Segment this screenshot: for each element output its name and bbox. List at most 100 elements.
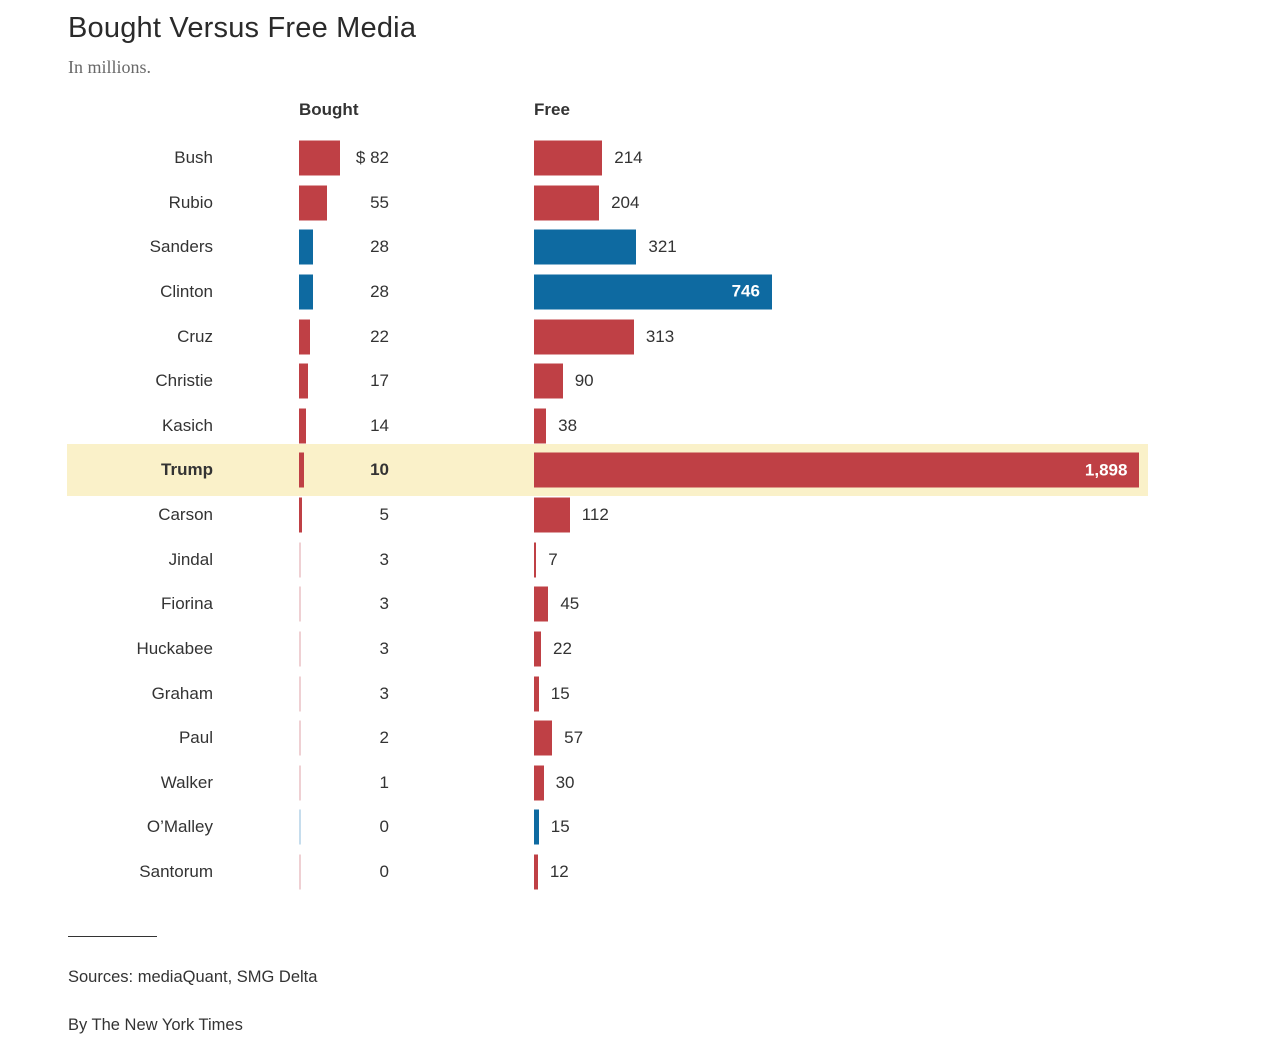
candidate-label: O’Malley xyxy=(146,817,213,837)
free-value-label-inside: 746 xyxy=(731,281,760,301)
bought-bar xyxy=(299,185,327,221)
bought-value-label: 0 xyxy=(379,817,389,837)
bought-bar xyxy=(299,319,310,354)
bought-value-label: 3 xyxy=(379,683,389,703)
chart-row: Christie 17 90 xyxy=(0,359,1288,404)
chart-row: Walker 1 30 xyxy=(0,760,1288,805)
bought-bar xyxy=(299,452,304,488)
bought-bar-track xyxy=(299,542,389,578)
chart-subtitle: In millions. xyxy=(68,57,152,77)
bought-value-label: 3 xyxy=(379,638,389,658)
free-value-label: 15 xyxy=(550,817,570,837)
free-bar xyxy=(534,676,539,711)
bought-baseline-tick xyxy=(299,586,301,622)
chart-row: O’Malley 0 15 xyxy=(0,805,1288,850)
bought-value-label: 10 xyxy=(370,460,389,480)
chart-row: Bush $ 82 214 xyxy=(0,136,1288,181)
free-bar-track xyxy=(534,542,1154,578)
bought-bar-track xyxy=(299,586,389,622)
bought-bar-track xyxy=(299,497,389,533)
free-bar-track xyxy=(534,809,1154,845)
candidate-label: Christie xyxy=(155,371,213,391)
bought-bar xyxy=(299,497,302,533)
bought-value-label: 5 xyxy=(379,505,389,524)
bought-bar xyxy=(299,363,308,399)
bought-bar-track xyxy=(299,765,389,801)
chart-row: Cruz 22 313 xyxy=(0,314,1288,359)
free-value-label: 15 xyxy=(550,683,570,703)
free-bar-track xyxy=(534,720,1154,756)
free-bar-track xyxy=(534,854,1154,890)
bought-baseline-tick xyxy=(299,854,301,890)
bought-value-label: 22 xyxy=(370,326,389,346)
candidate-label: Fiorina xyxy=(161,594,213,614)
chart-row: Kasich 14 38 xyxy=(0,403,1288,448)
free-bar-track xyxy=(534,765,1154,801)
free-bar-track xyxy=(534,631,1154,667)
free-value-label: 112 xyxy=(581,505,609,524)
chart-row: Jindal 3 7 xyxy=(0,537,1288,582)
bought-baseline-tick xyxy=(299,676,301,711)
free-bar-track: 1,898 xyxy=(534,452,1154,488)
free-bar xyxy=(534,185,600,221)
free-value-label: 321 xyxy=(648,237,677,257)
bought-bar-track xyxy=(299,809,389,845)
bought-bar xyxy=(299,274,313,310)
bought-value-label: $ 82 xyxy=(355,148,389,167)
bought-bar-track xyxy=(299,452,389,488)
bought-bar-track xyxy=(299,319,389,354)
sources-text: Sources: mediaQuant, SMG Delta xyxy=(68,968,318,986)
free-bar-track xyxy=(534,676,1154,711)
bought-bar-track xyxy=(299,185,389,221)
bought-value-label: 2 xyxy=(379,728,389,748)
free-value-label: 45 xyxy=(560,594,580,614)
free-value-label-inside: 1,898 xyxy=(1084,460,1128,480)
bought-baseline-tick xyxy=(299,809,301,845)
free-value-label: 7 xyxy=(548,549,558,569)
byline-text: By The New York Times xyxy=(68,1016,243,1034)
chart-row: Carson 5 112 xyxy=(0,493,1288,538)
bought-bar-track xyxy=(299,408,389,444)
free-bar-track xyxy=(534,140,1154,176)
footer-divider xyxy=(68,936,157,937)
bought-value-label: 14 xyxy=(370,415,389,435)
free-bar-track: 746 xyxy=(534,274,1154,310)
bought-bar-track xyxy=(299,676,389,711)
free-value-label: 12 xyxy=(549,862,569,881)
free-bar xyxy=(534,229,637,265)
bought-value-label: 55 xyxy=(370,192,389,212)
chart-row: Trump 10 1,898 xyxy=(0,443,1288,497)
bought-bar-track xyxy=(299,363,389,399)
free-bar: 746 xyxy=(534,274,772,310)
free-bar xyxy=(534,631,542,667)
free-value-label: 30 xyxy=(555,772,575,792)
free-bar xyxy=(534,854,538,890)
chart-row: Santorum 0 12 xyxy=(0,850,1288,895)
free-bar xyxy=(534,319,634,354)
candidate-label: Rubio xyxy=(168,192,213,212)
free-bar xyxy=(534,765,544,801)
bought-value-label: 1 xyxy=(379,772,389,792)
candidate-label: Paul xyxy=(178,728,213,748)
bought-baseline-tick xyxy=(299,765,301,801)
bought-bar xyxy=(299,408,306,444)
candidate-label: Bush xyxy=(174,148,213,167)
bought-bar-track xyxy=(299,631,389,667)
free-bar xyxy=(534,497,570,533)
bought-value-label: 28 xyxy=(370,237,389,257)
free-bar-track xyxy=(534,185,1154,221)
candidate-label: Clinton xyxy=(160,281,213,301)
candidate-label: Sanders xyxy=(149,237,213,257)
chart-row: Fiorina 3 45 xyxy=(0,582,1288,627)
chart-row: Clinton 28 746 xyxy=(0,270,1288,315)
chart-row: Sanders 28 321 xyxy=(0,225,1288,270)
bought-value-label: 0 xyxy=(379,862,389,881)
free-bar-track xyxy=(534,319,1154,354)
column-header-bought: Bought xyxy=(299,100,359,119)
bought-baseline-tick xyxy=(299,631,301,667)
chart-row: Graham 3 15 xyxy=(0,671,1288,716)
bought-value-label: 28 xyxy=(370,281,389,301)
free-bar-track xyxy=(534,408,1154,444)
chart-row: Huckabee 3 22 xyxy=(0,627,1288,672)
